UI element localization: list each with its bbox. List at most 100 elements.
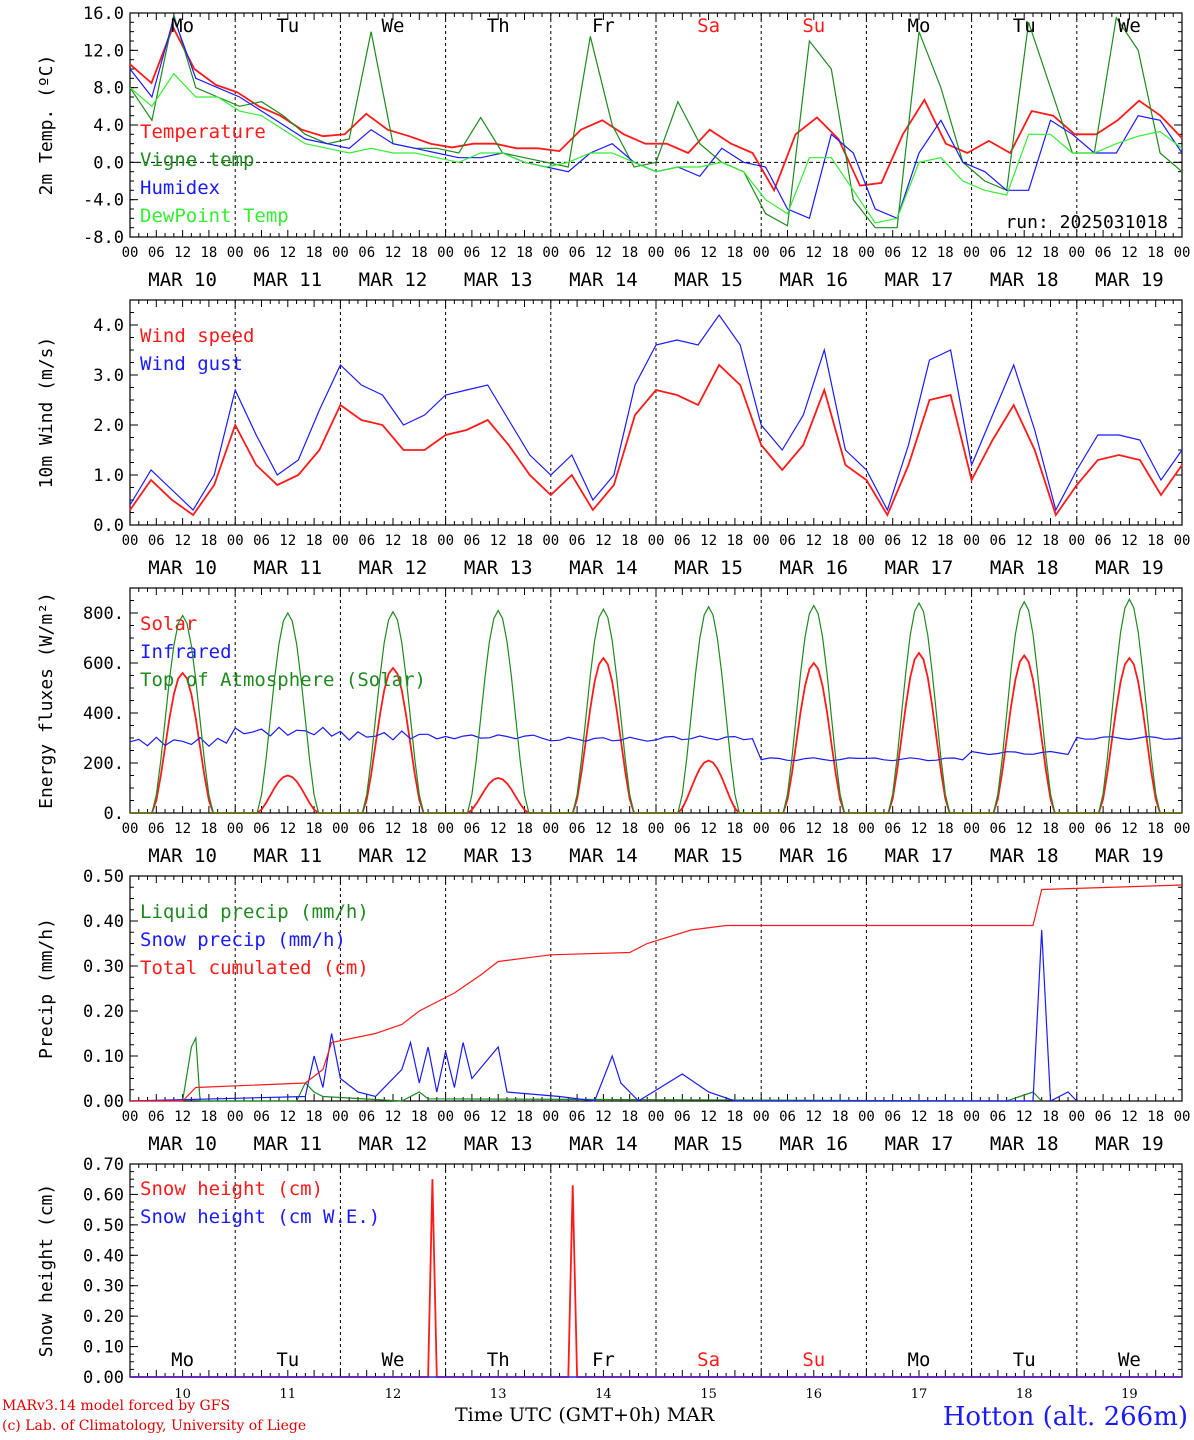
hour-tick-label: 12 [595,533,612,549]
hour-tick-label: 18 [1147,1109,1164,1125]
hour-tick-label: 00 [753,245,770,261]
date-label: MAR 11 [253,269,322,291]
hour-tick-label: 12 [279,1109,296,1125]
hour-tick-label: 06 [148,245,165,261]
hour-tick-label: 06 [569,821,586,837]
hour-tick-label: 12 [595,821,612,837]
hour-tick-label: 06 [884,821,901,837]
y-tick-label: 400. [83,704,124,724]
y-tick-label: 0.0 [93,516,124,536]
hour-tick-label: 18 [832,821,849,837]
y-tick-label: 0.60 [83,1185,124,1205]
hour-tick-label: 06 [1095,1109,1112,1125]
hour-tick-label: 12 [174,533,191,549]
hour-tick-label: 12 [174,821,191,837]
hour-tick-label: 12 [1016,245,1033,261]
y-tick-label: 0.00 [83,1368,124,1388]
hour-tick-label: 00 [963,245,980,261]
y-tick-label: 8.0 [93,79,124,99]
hour-tick-label: 00 [1174,1109,1191,1125]
day-label: Fr [592,15,615,37]
hour-tick-label: 12 [805,245,822,261]
y-axis-label: Precip (mm/h) [36,918,57,1059]
hour-tick-label: 18 [621,245,638,261]
hour-tick-label: 18 [411,821,428,837]
legend-entry: Solar [140,613,197,635]
day-label: Mo [171,15,194,37]
series-line-3 [130,884,1183,1102]
hour-tick-label: 00 [963,533,980,549]
hour-tick-label: 12 [1121,1109,1138,1125]
hour-tick-label: 18 [1042,1109,1059,1125]
y-axis-label: Energy fluxes (W/m²) [36,592,57,809]
hour-tick-label: 00 [542,245,559,261]
hour-tick-label: 18 [621,533,638,549]
y-axis-label: 10m Wind (m/s) [36,337,57,489]
hour-tick-label: 18 [306,533,323,549]
date-label: MAR 18 [990,845,1059,867]
day-label: Fr [592,1349,615,1371]
hour-tick-label: 06 [148,533,165,549]
hour-tick-label: 12 [805,821,822,837]
day-number: 11 [280,1387,297,1402]
hour-tick-label: 06 [253,1109,270,1125]
date-label: MAR 13 [464,1133,533,1155]
legend-entry: Humidex [140,177,220,199]
hour-tick-label: 06 [884,533,901,549]
legend-entry: Snow precip (mm/h) [140,929,346,951]
hour-tick-label: 12 [700,821,717,837]
y-tick-label: 800. [83,604,124,624]
y-tick-label: -8.0 [83,228,124,248]
x-axis-title: Time UTC (GMT+0h) MAR [455,1404,715,1426]
y-tick-label: 0.30 [83,957,124,977]
hour-tick-label: 00 [122,1109,139,1125]
hour-tick-label: 18 [1147,533,1164,549]
plot-frame [129,299,1183,526]
date-label: MAR 16 [779,845,848,867]
hour-tick-label: 18 [1147,245,1164,261]
hour-tick-label: 18 [1147,821,1164,837]
hour-tick-label: 12 [490,821,507,837]
hour-tick-label: 00 [332,245,349,261]
hour-tick-label: 18 [832,245,849,261]
date-label: MAR 11 [253,557,322,579]
hour-tick-label: 12 [385,821,402,837]
hour-tick-label: 06 [358,245,375,261]
hour-tick-label: 06 [989,533,1006,549]
hour-tick-label: 18 [516,821,533,837]
date-label: MAR 14 [569,845,638,867]
hour-tick-label: 18 [937,1109,954,1125]
hour-tick-label: 00 [963,1109,980,1125]
y-tick-label: -4.0 [83,191,124,211]
legend-entry: Snow height (cm W.E.) [140,1206,380,1228]
hour-tick-label: 18 [937,821,954,837]
day-number: 19 [1121,1387,1138,1402]
hour-tick-label: 00 [122,245,139,261]
y-tick-label: 4.0 [93,116,124,136]
hour-tick-label: 12 [385,1109,402,1125]
day-number: 14 [595,1387,612,1402]
date-label: MAR 11 [253,1133,322,1155]
date-label: MAR 15 [674,269,743,291]
hour-tick-label: 06 [1095,245,1112,261]
hour-tick-label: 18 [1042,533,1059,549]
y-tick-label: 0.10 [83,1338,124,1358]
series-line-3 [130,597,1182,814]
day-label: Th [487,15,510,37]
series-line-1 [129,24,1183,193]
hour-tick-label: 06 [779,245,796,261]
day-label: We [1118,1349,1141,1371]
hour-tick-label: 00 [332,533,349,549]
y-tick-label: 600. [83,654,124,674]
hour-tick-label: 12 [279,533,296,549]
panel-5: 0.70 0.60 0.50 0.40 0.30 0.20 0.10 0.00 Snow hei… [36,1155,1183,1402]
hour-tick-label: 12 [174,1109,191,1125]
hour-tick-label: 00 [963,821,980,837]
hour-tick-label: 06 [148,1109,165,1125]
legend-entry: Infrared [140,641,232,663]
hour-tick-label: 00 [858,821,875,837]
hour-tick-label: 06 [779,821,796,837]
date-label: MAR 12 [359,269,428,291]
hour-tick-label: 12 [1121,245,1138,261]
